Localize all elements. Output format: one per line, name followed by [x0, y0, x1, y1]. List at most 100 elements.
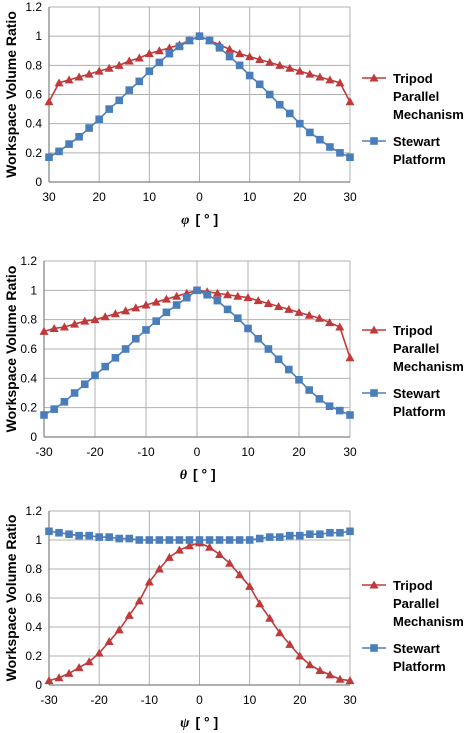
square-marker — [175, 42, 184, 51]
square-marker — [101, 362, 109, 371]
square-marker — [132, 334, 140, 343]
square-marker — [225, 536, 234, 544]
triangle-marker — [369, 73, 379, 82]
triangle-marker — [245, 52, 255, 61]
square-marker — [215, 44, 224, 52]
y-axis-title: Workspace Volume Ratio — [3, 266, 19, 433]
y-axis-title: Workspace Volume Ratio — [3, 515, 19, 682]
square-marker — [60, 398, 69, 406]
triangle-marker — [49, 323, 59, 332]
x-tick-label: 30 — [343, 693, 357, 707]
square-marker — [326, 143, 334, 151]
square-marker — [95, 533, 103, 541]
square-marker — [195, 32, 204, 40]
square-marker — [316, 530, 324, 538]
square-marker — [235, 61, 244, 70]
triangle-marker — [84, 69, 94, 78]
triangle-marker — [205, 542, 215, 551]
chart-1: 0 0.2 0.4 0.6 0.8 1 1.2 30 20 10 0 10 20 30 Workspace … — [3, 0, 464, 228]
triangle-marker — [274, 301, 284, 310]
square-marker — [286, 109, 294, 118]
square-marker — [185, 36, 194, 45]
triangle-marker — [164, 552, 174, 561]
square-marker — [245, 71, 254, 80]
triangle-marker — [164, 43, 174, 52]
triangle-marker — [304, 310, 314, 319]
square-marker — [205, 536, 214, 544]
square-marker — [45, 153, 53, 162]
square-marker — [295, 376, 303, 384]
triangle-marker — [315, 666, 325, 674]
square-marker — [234, 314, 242, 322]
triangle-marker — [44, 676, 54, 685]
chart-3: 0 0.2 0.4 0.6 0.8 1 1.2 -30 -20 -10 0 10 20 30 Workspa… — [3, 504, 464, 731]
triangle-marker — [74, 663, 84, 672]
square-marker — [296, 531, 304, 540]
square-marker — [155, 536, 164, 544]
triangle-marker — [294, 307, 304, 316]
chart-2: 0 0.2 0.4 0.6 0.8 1 1.2 -30 -20 -10 0 10 20 30 Workspa… — [3, 254, 464, 483]
triangle-marker — [212, 288, 222, 297]
triangle-marker — [90, 315, 100, 324]
triangle-marker — [59, 322, 69, 331]
square-marker — [195, 536, 204, 544]
x-axis-unit: [ ° ] — [193, 466, 216, 482]
triangle-marker — [369, 325, 379, 334]
triangle-marker — [314, 313, 324, 322]
legend-label-stewart: Stewart Platform — [393, 386, 446, 419]
y-tick-label: 1.2 — [25, 504, 42, 518]
x-tick-label: 30 — [343, 445, 357, 459]
x-tick-label: 30 — [42, 190, 56, 204]
y-tick-label: 1 — [35, 533, 42, 547]
legend-label-tripod: Tripod Parallel Mechanism — [393, 323, 464, 374]
triangle-marker — [54, 78, 64, 87]
triangle-marker — [225, 558, 235, 567]
square-marker — [75, 531, 83, 540]
square-marker — [40, 411, 48, 419]
square-marker — [346, 527, 354, 536]
triangle-marker — [154, 46, 164, 55]
square-marker — [306, 128, 314, 137]
x-tick-label: -10 — [137, 445, 155, 459]
triangle-marker — [104, 63, 114, 72]
square-marker — [275, 533, 284, 541]
triangle-marker — [124, 56, 134, 65]
square-marker — [306, 530, 314, 538]
square-marker — [255, 534, 264, 543]
square-marker — [85, 124, 93, 132]
square-marker — [370, 644, 378, 652]
y-tick-label: 0.8 — [20, 313, 37, 327]
x-tick-label: 0 — [196, 190, 203, 204]
triangle-marker — [235, 49, 245, 58]
series-tripod — [44, 538, 355, 685]
y-tick-label: 1 — [35, 29, 42, 43]
legend-label-tripod: Tripod Parallel Mechanism — [393, 71, 464, 122]
y-tick-label: 0.2 — [25, 146, 42, 160]
square-marker — [115, 96, 124, 105]
triangle-marker — [104, 637, 114, 645]
triangle-marker — [265, 57, 275, 66]
square-marker — [50, 405, 58, 413]
square-marker — [316, 135, 324, 144]
triangle-marker — [285, 63, 295, 72]
square-marker — [336, 406, 344, 415]
triangle-marker — [285, 639, 295, 648]
triangle-marker — [100, 312, 110, 321]
square-marker — [85, 531, 93, 540]
square-marker — [223, 305, 232, 314]
x-axis-symbol: φ — [181, 213, 189, 228]
square-marker — [75, 132, 83, 141]
square-marker — [65, 140, 73, 148]
y-tick-label: 0 — [30, 430, 37, 444]
square-marker — [245, 536, 254, 544]
square-marker — [125, 86, 134, 94]
triangle-marker — [64, 75, 74, 84]
legend-label-stewart: Stewart Platform — [393, 641, 446, 674]
triangle-marker — [39, 326, 49, 335]
square-marker — [336, 528, 344, 537]
series-stewart — [45, 527, 354, 544]
triangle-marker — [345, 353, 355, 362]
triangle-marker — [295, 66, 305, 75]
square-marker — [125, 534, 134, 543]
